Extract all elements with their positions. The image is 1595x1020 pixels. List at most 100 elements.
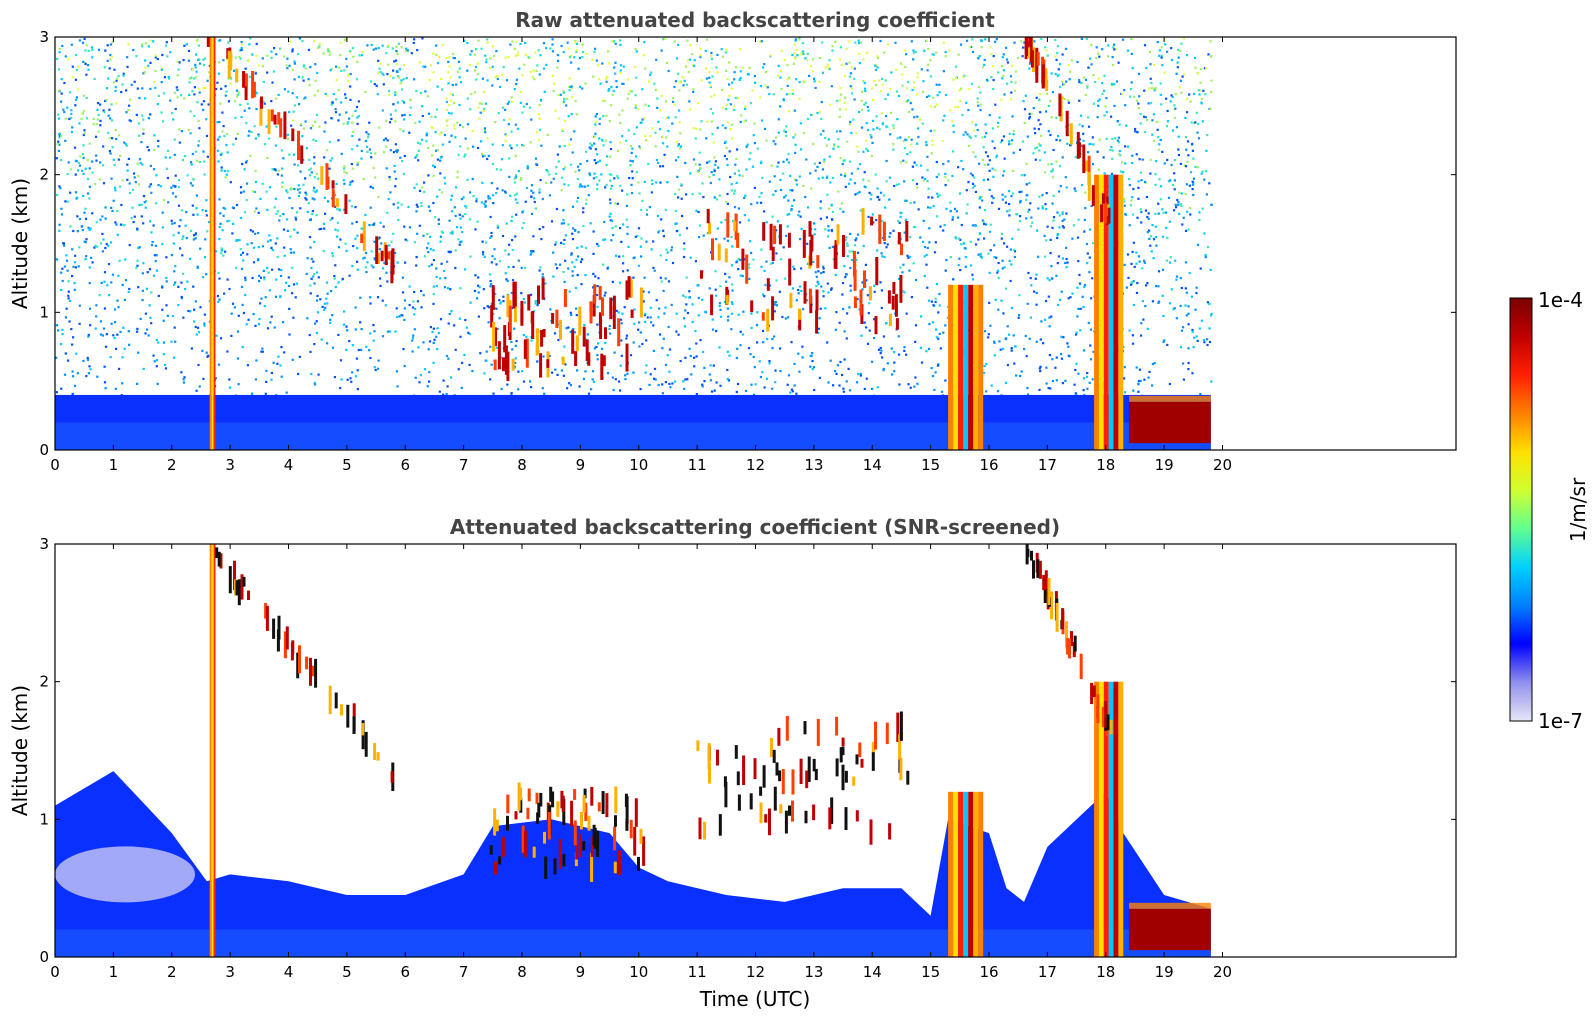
raw-speckle bbox=[1161, 268, 1165, 271]
raw-speckle bbox=[819, 133, 822, 136]
raw-speckle bbox=[988, 271, 991, 274]
raw-speckle bbox=[218, 61, 221, 64]
raw-speckle bbox=[1144, 131, 1147, 134]
raw-speckle bbox=[944, 51, 947, 54]
raw-speckle bbox=[316, 89, 320, 92]
raw-speckle bbox=[559, 263, 562, 266]
raw-speckle bbox=[1147, 212, 1150, 215]
raw-speckle bbox=[58, 134, 61, 137]
raw-speckle bbox=[849, 178, 852, 181]
raw-speckle bbox=[323, 227, 326, 230]
raw-speckle bbox=[463, 39, 466, 42]
raw-speckle bbox=[317, 177, 320, 180]
raw-speckle bbox=[483, 255, 486, 258]
raw-speckle bbox=[462, 126, 465, 129]
raw-speckle bbox=[661, 347, 664, 350]
raw-speckle bbox=[1184, 116, 1187, 119]
raw-speckle bbox=[245, 323, 248, 326]
raw-speckle bbox=[605, 77, 608, 80]
raw-speckle bbox=[874, 173, 877, 176]
raw-speckle bbox=[253, 190, 256, 194]
raw-speckle bbox=[868, 191, 871, 194]
raw-speckle bbox=[917, 127, 920, 130]
raw-speckle bbox=[648, 383, 651, 386]
raw-speckle bbox=[1035, 273, 1038, 276]
raw-speckle bbox=[215, 334, 218, 337]
raw-speckle bbox=[114, 86, 117, 89]
raw-speckle bbox=[925, 253, 928, 256]
raw-speckle bbox=[266, 54, 269, 57]
raw-speckle bbox=[191, 68, 194, 71]
raw-speckle bbox=[1145, 196, 1148, 199]
raw-speckle bbox=[1043, 234, 1046, 237]
raw-speckle bbox=[118, 259, 121, 262]
raw-speckle bbox=[113, 81, 116, 84]
raw-speckle bbox=[371, 223, 374, 226]
raw-speckle bbox=[954, 77, 958, 80]
raw-speckle bbox=[391, 47, 394, 50]
raw-speckle bbox=[1009, 75, 1013, 78]
raw-speckle bbox=[1046, 54, 1049, 57]
raw-speckle bbox=[773, 301, 776, 304]
raw-speckle bbox=[368, 224, 371, 227]
raw-speckle bbox=[464, 137, 467, 140]
raw-speckle bbox=[692, 90, 695, 93]
raw-speckle bbox=[685, 276, 688, 279]
raw-speckle bbox=[383, 261, 386, 264]
raw-speckle bbox=[936, 94, 939, 97]
raw-speckle bbox=[1168, 220, 1171, 223]
raw-speckle bbox=[627, 245, 630, 248]
raw-speckle bbox=[343, 208, 346, 211]
raw-speckle bbox=[599, 82, 602, 85]
raw-speckle bbox=[1176, 198, 1179, 202]
raw-speckle bbox=[262, 269, 265, 272]
raw-speckle bbox=[128, 287, 131, 291]
raw-speckle bbox=[57, 68, 61, 71]
raw-speckle bbox=[744, 194, 747, 197]
raw-speckle bbox=[657, 383, 660, 387]
raw-speckle bbox=[448, 219, 451, 222]
raw-speckle bbox=[885, 180, 888, 183]
raw-speckle bbox=[922, 179, 925, 182]
raw-speckle bbox=[684, 296, 687, 299]
raw-speckle bbox=[441, 88, 444, 91]
raw-speckle bbox=[385, 271, 388, 274]
raw-speckle bbox=[632, 341, 635, 344]
raw-speckle bbox=[1001, 267, 1004, 270]
raw-speckle bbox=[116, 210, 119, 213]
raw-speckle bbox=[851, 250, 854, 253]
raw-speckle bbox=[1067, 101, 1070, 104]
raw-speckle bbox=[486, 38, 489, 41]
raw-speckle bbox=[726, 239, 729, 242]
raw-speckle bbox=[1010, 263, 1013, 266]
raw-speckle bbox=[201, 276, 205, 279]
raw-speckle bbox=[484, 102, 488, 105]
raw-speckle bbox=[899, 266, 902, 269]
raw-speckle bbox=[503, 119, 506, 122]
raw-speckle bbox=[110, 177, 113, 180]
raw-speckle bbox=[662, 142, 665, 145]
raw-speckle bbox=[217, 160, 220, 163]
raw-speckle bbox=[61, 328, 64, 331]
raw-speckle bbox=[1110, 84, 1114, 87]
raw-speckle bbox=[399, 82, 402, 85]
raw-speckle bbox=[613, 351, 616, 354]
raw-speckle bbox=[239, 57, 242, 60]
raw-speckle bbox=[903, 49, 906, 52]
raw-speckle bbox=[514, 198, 517, 201]
raw-speckle bbox=[102, 182, 106, 185]
raw-speckle bbox=[710, 120, 713, 123]
raw-speckle bbox=[1090, 204, 1093, 208]
raw-speckle bbox=[632, 371, 635, 374]
raw-speckle bbox=[1061, 225, 1064, 228]
raw-speckle bbox=[492, 202, 495, 205]
raw-speckle bbox=[675, 230, 678, 233]
raw-speckle bbox=[1069, 143, 1072, 146]
raw-speckle bbox=[306, 210, 309, 214]
raw-speckle bbox=[152, 40, 155, 43]
raw-speckle bbox=[668, 348, 672, 351]
raw-speckle bbox=[182, 59, 185, 62]
raw-speckle bbox=[1101, 48, 1104, 51]
raw-speckle bbox=[228, 378, 231, 381]
raw-speckle bbox=[166, 55, 169, 58]
